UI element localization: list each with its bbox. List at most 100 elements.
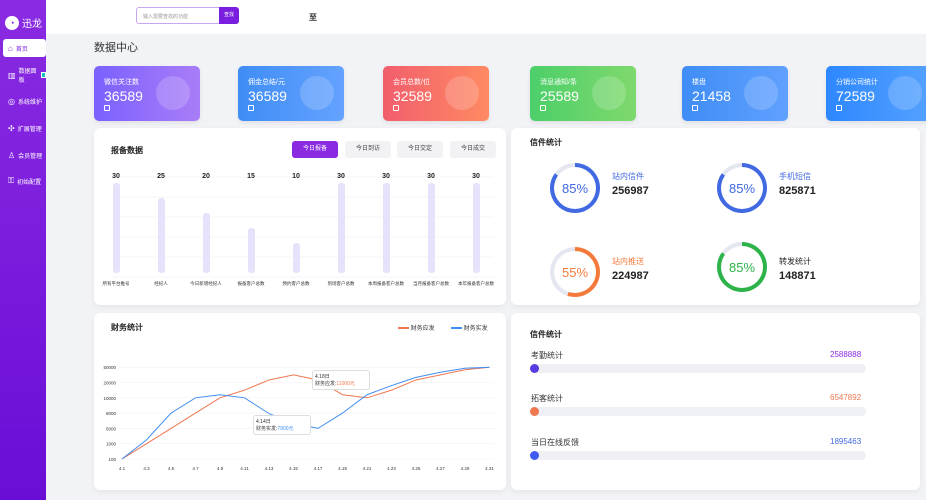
stat-value: 72589 (836, 88, 875, 104)
x-tick-label: 4.5 (168, 466, 175, 471)
x-tick-label: 到场客户总数 (328, 280, 355, 287)
letter-gauge: 85% (717, 163, 767, 213)
legend-label: 财务应发 (410, 326, 435, 332)
stat-card-commission[interactable]: 佣金总结/元 36589 (238, 66, 344, 121)
sidebar-item-system[interactable]: ◎ 系统维护 (0, 92, 46, 110)
top-label: 至 (309, 13, 317, 22)
notification-badge (40, 72, 46, 78)
bar (338, 183, 345, 273)
report-title: 报备数据 (111, 146, 143, 155)
y-tick-label: 20000 (103, 381, 116, 386)
tooltip-date: 4.14日 (256, 419, 271, 425)
letters-stats-title: 信件统计 (530, 330, 562, 339)
tab-today-deposit[interactable]: 今日交定 (397, 141, 443, 158)
x-tick-label: 今日新增经纪人 (190, 280, 222, 287)
legend-payable: 财务应发 (398, 323, 435, 332)
stat-value: 25589 (540, 88, 579, 104)
decorative-icon (888, 76, 922, 110)
finance-title: 财务统计 (111, 323, 143, 332)
sidebar-item-members[interactable]: ♙ 会员管理 (0, 146, 46, 164)
bar-value-label: 30 (112, 173, 120, 180)
sidebar-item-label: 首页 (15, 46, 28, 53)
progress-dot (530, 364, 539, 373)
progress-dot (530, 451, 539, 460)
tab-today-report[interactable]: 今日报备 (292, 141, 338, 158)
stat-card-properties[interactable]: 楼盘 21458 (682, 66, 788, 121)
tooltip-label: 财务实发: (256, 426, 278, 432)
bar (383, 183, 390, 273)
x-tick-label: 4.23 (387, 466, 396, 471)
stat-row-label: 考勤统计 (531, 351, 563, 360)
tooltip-payable: 4.18日 财务应发:11000元 (312, 370, 370, 390)
bar-value-label: 30 (472, 173, 480, 180)
legend-paid: 财务实发 (451, 323, 488, 332)
sidebar-item-config[interactable]: ⚿ 初始配置 (0, 172, 46, 190)
x-tick-label: 本周报备客户总数 (368, 280, 404, 287)
progress-dot (530, 407, 539, 416)
tooltip-date: 4.18日 (315, 374, 330, 380)
letter-label: 转发统计 (779, 257, 811, 266)
bar-value-label: 20 (202, 173, 210, 180)
page-title: 数据中心 (94, 42, 138, 54)
tooltip-label: 财务应发: (315, 381, 337, 387)
decorative-icon (300, 76, 334, 110)
stat-value: 21458 (692, 88, 731, 104)
topbar: 输入需要查找的功能 查找 至 (46, 0, 926, 34)
stat-label: 楼盘 (692, 79, 706, 86)
x-tick-label: 4.19 (338, 466, 347, 471)
letter-value: 148871 (779, 270, 816, 282)
sidebar-item-data-panel[interactable]: ▥ 数据面板 (0, 66, 46, 84)
stat-card-distribution[interactable]: 分销公司统计 72589 (826, 66, 926, 121)
home-icon: ⌂ (8, 43, 13, 53)
x-tick-label: 4.29 (461, 466, 470, 471)
legend-label: 财务实发 (463, 326, 488, 332)
bar-value-label: 10 (292, 173, 300, 180)
x-tick-label: 4.1 (119, 466, 126, 471)
sidebar-item-label: 扩展管理 (17, 126, 42, 133)
stat-card-messages[interactable]: 消息通知/条 25589 (530, 66, 636, 121)
stat-card-wechat[interactable]: 微信关注数 36589 (94, 66, 200, 121)
sidebar-item-label: 系统维护 (17, 99, 42, 106)
letter-gauge: 85% (717, 242, 767, 292)
bar (158, 198, 165, 273)
gauge-percent: 55% (554, 251, 596, 293)
gauge-percent: 85% (721, 246, 763, 288)
letter-label: 站内推送 (612, 257, 644, 266)
tab-today-deal[interactable]: 今日成交 (450, 141, 496, 158)
decorative-icon (445, 76, 479, 110)
x-tick-label: 4.31 (485, 466, 494, 471)
stat-label: 分销公司统计 (836, 79, 878, 86)
letter-gauge: 85% (550, 163, 600, 213)
square-icon (393, 105, 399, 111)
sidebar-item-label: 初始配置 (17, 179, 42, 186)
tab-today-visit[interactable]: 今日到访 (345, 141, 391, 158)
letters-title: 信件统计 (530, 138, 562, 147)
bar (293, 243, 300, 273)
stat-card-members[interactable]: 会员总数/位 32589 (383, 66, 489, 121)
letter-value: 224987 (612, 270, 649, 282)
tooltip-value: 7900元 (277, 426, 294, 432)
bar-value-label: 30 (382, 173, 390, 180)
y-tick-label: 100 (108, 457, 116, 462)
x-tick-label: 4.17 (314, 466, 323, 471)
sidebar-item-home[interactable]: ⌂ 首页 (3, 39, 46, 57)
x-tick-label: 4.21 (363, 466, 372, 471)
stat-row-label: 拓客统计 (531, 394, 563, 403)
decorative-icon (592, 76, 626, 110)
square-icon (540, 105, 546, 111)
search-button[interactable]: 查找 (219, 7, 239, 24)
bar-value-label: 25 (157, 173, 165, 180)
square-icon (692, 105, 698, 111)
progress-bar (530, 364, 866, 373)
y-tick-label: 10000 (103, 396, 116, 401)
square-icon (104, 105, 110, 111)
x-tick-label: 4.25 (412, 466, 421, 471)
finance-panel (94, 313, 506, 490)
stat-row-label: 当日在线反馈 (531, 438, 579, 447)
square-icon (836, 105, 842, 111)
bar (473, 183, 480, 273)
tooltip-value: 11000元 (336, 381, 355, 387)
sidebar-item-extension[interactable]: ✣ 扩展管理 (0, 119, 46, 137)
y-tick-label: 50000 (103, 365, 116, 370)
bar (428, 183, 435, 273)
